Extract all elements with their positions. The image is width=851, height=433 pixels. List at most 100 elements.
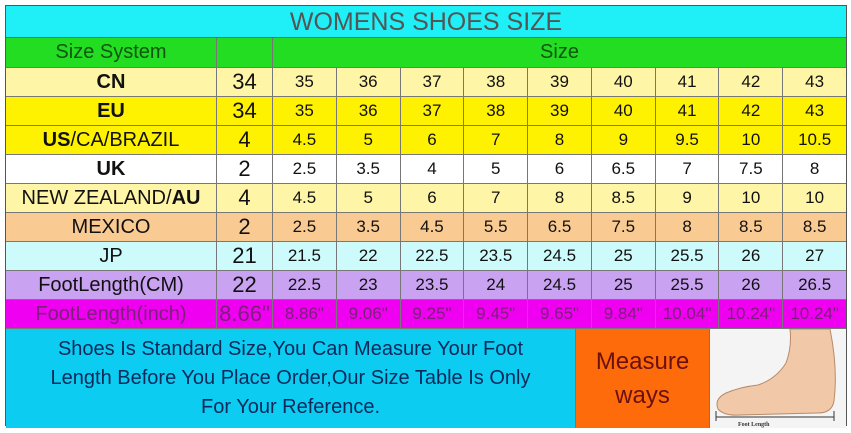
size-cell: 22.5 — [401, 242, 465, 270]
size-cell: 39 — [528, 68, 592, 96]
size-cell: 35 — [273, 97, 337, 125]
size-cell: 5.5 — [464, 213, 529, 241]
size-cell: 4.5 — [401, 213, 465, 241]
row-label-text: UK — [96, 157, 126, 180]
size-row: MEXICO 2 2.5 3.5 4.5 5.5 6.5 7.5 8 8.5 8.5 — [6, 213, 846, 242]
row-label: FootLength(inch) — [6, 300, 217, 328]
size-cell: 22.5 — [273, 271, 337, 299]
size-cell: 3.5 — [337, 155, 401, 183]
size-cell: 21.5 — [273, 242, 337, 270]
size-cell: 27 — [805, 246, 825, 265]
size-chart: WOMENS SHOES SIZE Size System Size CN 34 3… — [5, 5, 847, 428]
size-cell: 8 — [809, 159, 820, 178]
size-cell: 8.86" — [273, 300, 337, 328]
size-cell: 22 — [217, 271, 273, 299]
size-cell: 23.5 — [464, 242, 529, 270]
chart-title: WOMENS SHOES SIZE — [6, 6, 846, 38]
size-cell: 21 — [217, 242, 273, 270]
size-cell: 36 — [337, 68, 401, 96]
size-cell: 4 — [217, 126, 273, 154]
size-cell: 26.5 — [798, 275, 832, 294]
size-cell: 9 — [656, 184, 720, 212]
size-cell: 7 — [464, 184, 529, 212]
row-label-text: /CA/BRAZIL — [70, 128, 180, 151]
bottom-section: Shoes Is Standard Size,You Can Measure Y… — [6, 328, 846, 428]
size-cell: 7.5 — [592, 213, 656, 241]
size-cell: 9.25" — [401, 300, 465, 328]
size-row: UK 2 2.5 3.5 4 5 6 6.5 7 7.5 8 — [6, 155, 846, 184]
size-cell: 10.24" — [790, 304, 839, 323]
row-label-text: EU — [97, 99, 125, 122]
foot-length-caption: Foot Length — [738, 422, 770, 428]
header-row: Size System Size — [6, 38, 846, 68]
size-cell: 8 — [528, 126, 592, 154]
size-cell: 8.5 — [802, 217, 827, 236]
size-cell: 9.84" — [592, 300, 656, 328]
size-row: NEW ZEALAND/AU 4 4.5 5 6 7 8 8.5 9 10 10 — [6, 184, 846, 213]
foot-measure-image: Foot Length — [710, 328, 846, 428]
size-cell: 24 — [464, 271, 529, 299]
size-cell: 38 — [464, 68, 529, 96]
size-cell: 9.5 — [656, 126, 720, 154]
note-line: For Your Reference. — [201, 396, 380, 418]
size-cell: 10 — [719, 184, 784, 212]
measure-line: ways — [615, 381, 670, 409]
row-label-text: CN — [96, 70, 126, 93]
size-cell: 7 — [656, 155, 720, 183]
size-cell: 4 — [401, 155, 465, 183]
size-cell: 25.5 — [656, 242, 720, 270]
size-cell: 25 — [592, 271, 656, 299]
size-cell: 10 — [805, 188, 825, 207]
size-cell: 5 — [337, 184, 401, 212]
size-cell: 25 — [592, 242, 656, 270]
measure-line: Measure — [595, 347, 690, 375]
size-cell: 7 — [464, 126, 529, 154]
size-cell: 38 — [464, 97, 529, 125]
size-row: CN 34 35 36 37 38 39 40 41 42 43 — [6, 68, 846, 97]
row-label-text: NEW ZEALAND/ — [21, 186, 172, 209]
row-label-text: US — [42, 128, 71, 151]
size-row: EU 34 35 36 37 38 39 40 41 42 43 — [6, 97, 846, 126]
size-cell: 5 — [337, 126, 401, 154]
row-label: MEXICO — [6, 213, 217, 241]
size-cell: 4.5 — [273, 126, 337, 154]
size-cell: 41 — [656, 68, 720, 96]
measure-ways-label: Measure ways — [576, 329, 710, 428]
note-line: Shoes Is Standard Size,You Can Measure Y… — [57, 338, 524, 360]
size-system-header: Size System — [6, 38, 217, 67]
row-label-text: FootLength(CM) — [38, 273, 184, 296]
size-cell: 9 — [592, 126, 656, 154]
size-cell: 5 — [464, 155, 529, 183]
size-cell: 6 — [528, 155, 592, 183]
size-cell: 36 — [337, 97, 401, 125]
size-cell: 23 — [337, 271, 401, 299]
size-cell: 42 — [719, 68, 784, 96]
size-cell: 26 — [719, 242, 784, 270]
size-cell: 6 — [401, 126, 465, 154]
size-cell: 8.5 — [592, 184, 656, 212]
row-label-text: MEXICO — [71, 215, 151, 238]
size-cell: 22 — [337, 242, 401, 270]
size-cell: 24.5 — [528, 242, 592, 270]
size-cell: 40 — [592, 68, 656, 96]
size-cell: 9.45" — [464, 300, 529, 328]
size-cell: 2 — [217, 213, 273, 241]
size-cell: 10.5 — [798, 130, 832, 149]
size-cell: 34 — [217, 68, 273, 96]
size-cell: 10 — [719, 126, 784, 154]
size-cell: 40 — [592, 97, 656, 125]
size-cell: 6.5 — [528, 213, 592, 241]
foot-illustration: Foot Length — [715, 328, 836, 428]
size-row: FootLength(CM) 22 22.5 23 23.5 24 24.5 25 25.5 26… — [6, 271, 846, 300]
size-cell: 8.5 — [719, 213, 784, 241]
size-cell: 8.66" — [217, 300, 273, 328]
row-label-text: FootLength(inch) — [35, 302, 187, 325]
size-cell: 42 — [719, 97, 784, 125]
size-cell: 4.5 — [273, 184, 337, 212]
row-label: JP — [6, 242, 217, 270]
size-cell: 39 — [528, 97, 592, 125]
row-label-text: JP — [99, 244, 123, 267]
size-cell: 41 — [656, 97, 720, 125]
size-cell: 10.04" — [656, 300, 720, 328]
row-label: FootLength(CM) — [6, 271, 217, 299]
